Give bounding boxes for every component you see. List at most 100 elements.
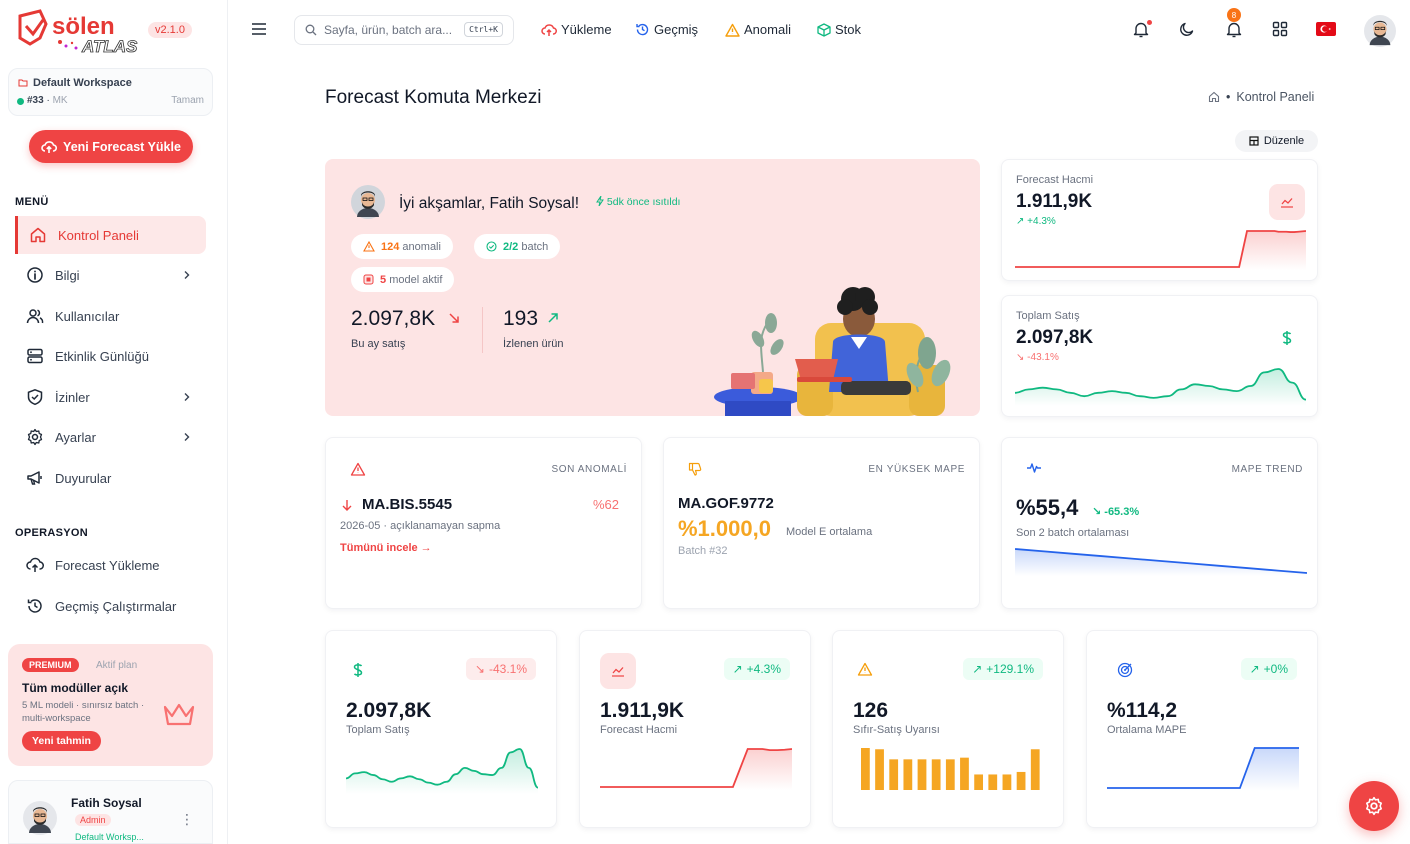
change-indicator: ↗ +4.3%	[1016, 216, 1056, 227]
premium-description: 5 ML modeli · sınırsız batch · multi-wor…	[22, 700, 145, 724]
welcome-hero: İyi akşamlar, Fatih Soysal! 5dk önce ısı…	[325, 159, 980, 416]
bar	[1016, 771, 1026, 790]
forecast-volume-card[interactable]: Forecast Hacmi 1.911,9K ↗ +4.3%	[1001, 159, 1318, 281]
crown-icon	[162, 702, 196, 728]
edit-layout-button[interactable]: Düzenle	[1235, 130, 1318, 152]
moon-icon[interactable]	[1179, 21, 1195, 37]
workspace-id: #33 · MK	[27, 95, 68, 106]
kpi-total-sales-card[interactable]: ↘ -43.1% 2.097,8K Toplam Satış	[325, 630, 557, 828]
mape-trend-chart	[1015, 548, 1307, 576]
chevron-right-icon	[182, 270, 206, 280]
highest-mape-card[interactable]: EN YÜKSEK MAPE MA.GOF.9772 %1.000,0 Mode…	[663, 437, 980, 609]
mape-product-code: MA.GOF.9772	[678, 495, 774, 512]
anomaly-product-code: MA.BIS.5545	[362, 496, 453, 513]
new-forecast-button[interactable]: Yeni Forecast Yükle	[29, 130, 193, 163]
tracked-products-value: 193	[503, 307, 539, 330]
forecast-volume-area	[1015, 231, 1306, 270]
trend-up-icon	[548, 313, 558, 323]
toplink-upload[interactable]: Yükleme	[541, 22, 612, 37]
latest-anomaly-card[interactable]: SON ANOMALİ MA.BIS.5545 %62 2026-05 · aç…	[325, 437, 642, 609]
kpi-value: 2.097,8K	[346, 699, 432, 722]
mape-trend-value: %55,4	[1016, 495, 1079, 520]
more-options-icon[interactable]: ⋮	[180, 811, 194, 827]
search-input[interactable]: Sayfa, ürün, batch ara... Ctrl+K	[294, 15, 514, 45]
kpi-average-mape-line	[1107, 747, 1299, 789]
greeting: İyi akşamlar, Fatih Soysal!	[399, 195, 580, 212]
cloud-upload-icon	[15, 556, 55, 574]
model-pill[interactable]: 5 model aktif	[351, 267, 455, 292]
chart-icon	[600, 653, 636, 689]
notifications-icon[interactable]	[1226, 21, 1242, 38]
menu-section-title: MENÜ	[15, 196, 49, 208]
apps-grid-icon[interactable]	[1272, 21, 1288, 37]
warning-icon	[857, 662, 873, 676]
settings-fab-button[interactable]	[1349, 781, 1399, 831]
home-icon[interactable]	[1208, 91, 1220, 103]
user-name: Fatih Soysal	[71, 796, 142, 810]
sidebar-item-past-runs[interactable]: Geçmiş Çalıştırmalar	[15, 587, 206, 625]
total-sales-sparkline	[1015, 368, 1306, 406]
kpi-bar-chart	[861, 748, 1040, 790]
bar	[988, 774, 998, 790]
anomaly-pill[interactable]: 124 anomali	[351, 234, 453, 259]
sidebar-item-label: Geçmiş Çalıştırmalar	[55, 598, 177, 614]
view-all-link[interactable]: Tümünü incele →	[340, 542, 432, 554]
mape-trend-sub: Son 2 batch ortalaması	[1016, 527, 1130, 539]
card-header: MAPE TREND	[1231, 464, 1303, 475]
working-person-illustration	[713, 277, 980, 416]
kpi-label: Toplam Satış	[346, 724, 410, 736]
sidebar-item-permissions[interactable]: İzinler	[15, 378, 206, 416]
sidebar-item-activity-log[interactable]: Etkinlik Günlüğü	[15, 337, 206, 375]
sidebar-item-info[interactable]: Bilgi	[15, 256, 206, 294]
batch-pill[interactable]: 2/2 batch	[474, 234, 561, 259]
sidebar-item-label: Etkinlik Günlüğü	[55, 348, 149, 364]
avatar[interactable]	[1364, 15, 1396, 47]
toplink-history[interactable]: Geçmiş	[635, 22, 698, 37]
mape-trend-card[interactable]: MAPE TREND %55,4 ↘ -65.3% Son 2 batch or…	[1001, 437, 1318, 609]
sidebar-item-announcements[interactable]: Duyurular	[15, 459, 206, 497]
alert-dot	[1147, 20, 1152, 25]
change-indicator: ↘ -65.3%	[1092, 506, 1140, 518]
sidebar-item-users[interactable]: Kullanıcılar	[15, 297, 206, 335]
user-role-badge: Admin	[75, 814, 111, 826]
turkish-flag-icon[interactable]	[1316, 22, 1336, 36]
forecast-volume-sparkline	[1015, 230, 1306, 270]
total-sales-card[interactable]: Toplam Satış 2.097,8K ↘ -43.1%	[1001, 295, 1318, 417]
kpi-total-sales-line	[346, 748, 538, 789]
brand-logo[interactable]: sölen ATLAS	[16, 8, 146, 56]
card-value: 1.911,9K	[1016, 191, 1093, 212]
user-card[interactable]: Fatih Soysal Admin Default Worksp... ⋮	[8, 780, 213, 844]
sidebar-item-dashboard[interactable]: Kontrol Paneli	[15, 216, 206, 254]
history-icon	[636, 23, 649, 36]
menu-toggle-icon[interactable]	[251, 22, 267, 36]
card-header: SON ANOMALİ	[551, 464, 627, 475]
kpi-zero-sales-card[interactable]: ↗ +129.1% 126 Sıfır-Satış Uyarısı	[832, 630, 1064, 828]
operations-section-title: OPERASYON	[15, 527, 88, 539]
bar	[875, 749, 884, 790]
bell-icon[interactable]	[1133, 21, 1149, 38]
premium-title: Tüm modüller açık	[22, 681, 129, 695]
warning-icon	[725, 23, 740, 37]
sidebar-item-label: Forecast Yükleme	[55, 557, 160, 573]
toplink-anomaly[interactable]: Anomali	[725, 22, 791, 37]
workspace-selector[interactable]: Default Workspace #33 · MK Tamam	[8, 68, 213, 116]
new-prediction-button[interactable]: Yeni tahmin	[22, 731, 101, 751]
sidebar-item-label: Ayarlar	[55, 429, 96, 445]
kpi-forecast-volume-card[interactable]: ↗ +4.3% 1.911,9K Forecast Hacmi	[579, 630, 811, 828]
version-badge: v2.1.0	[148, 22, 192, 38]
sidebar-item-forecast-upload[interactable]: Forecast Yükleme	[15, 546, 206, 584]
kpi-average-mape-card[interactable]: ↗ +0% %114,2 Ortalama MAPE	[1086, 630, 1318, 828]
card-label: Toplam Satış	[1016, 310, 1080, 322]
home-icon	[18, 226, 58, 244]
total-sales-line	[1015, 368, 1306, 401]
avatar	[23, 801, 57, 835]
kpi-average-mape-area	[1107, 748, 1299, 791]
sidebar-item-settings[interactable]: Ayarlar	[15, 418, 206, 456]
user-workspace: Default Worksp...	[75, 832, 144, 842]
toplink-stock[interactable]: Stok	[817, 22, 861, 37]
trend-down-icon	[449, 313, 459, 323]
bar	[960, 757, 969, 790]
card-header: EN YÜKSEK MAPE	[868, 464, 965, 475]
bar	[1030, 749, 1040, 790]
sidebar-item-label: Kullanıcılar	[55, 308, 120, 324]
